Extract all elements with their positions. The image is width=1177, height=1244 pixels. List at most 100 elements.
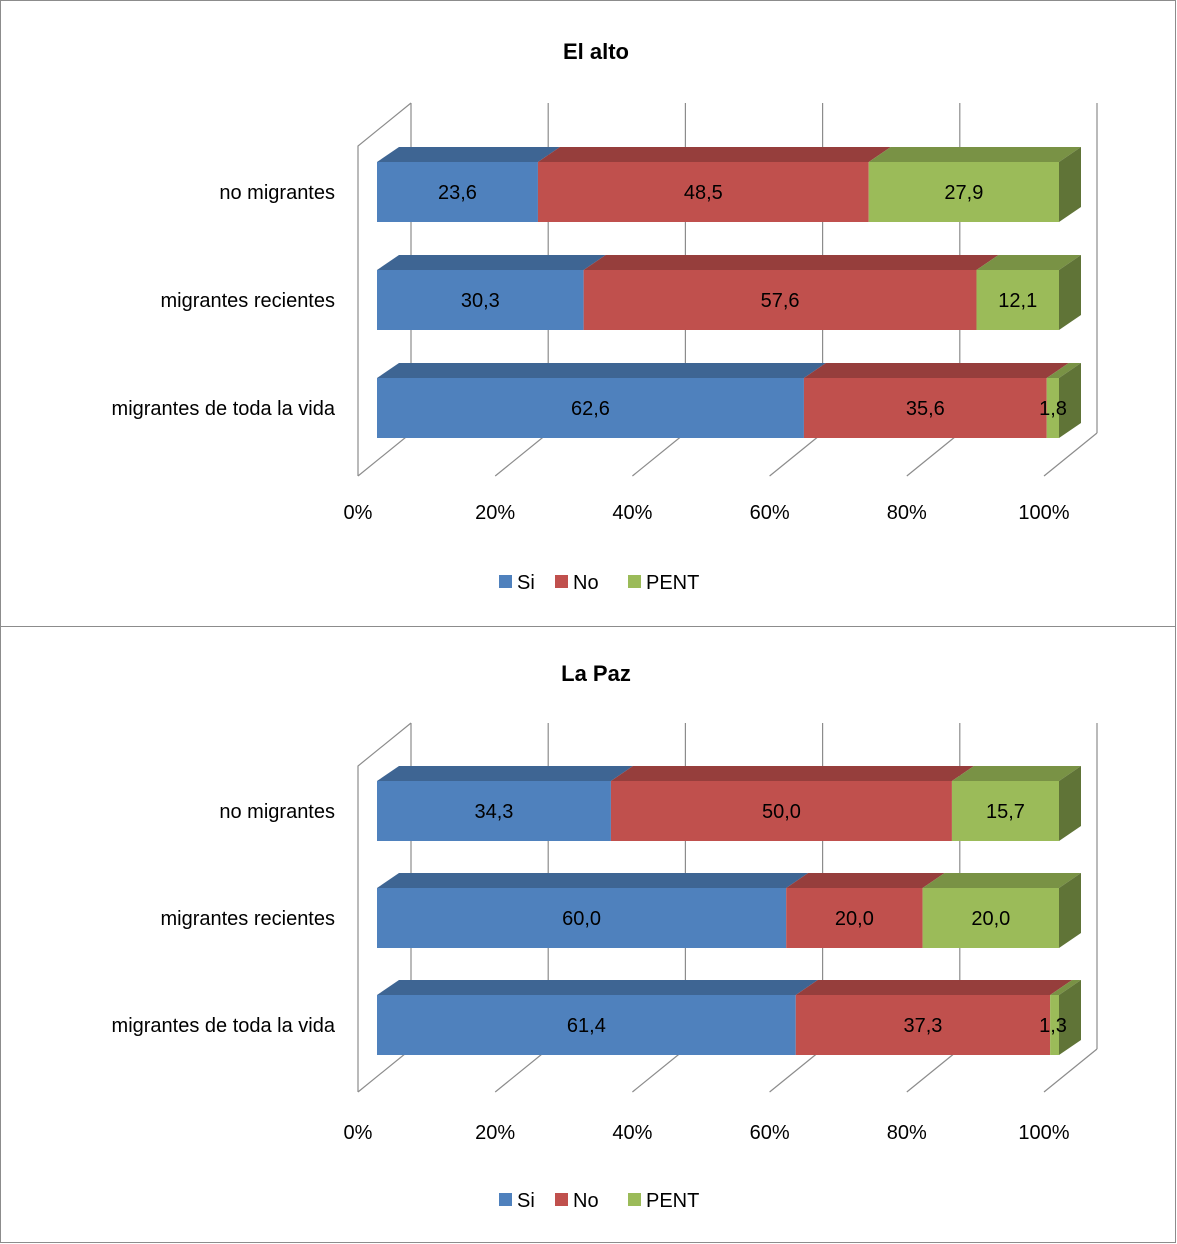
bar-top — [868, 147, 1081, 162]
data-label: 35,6 — [906, 398, 945, 420]
chart-el-alto: El alto 0% 20% 40% 60% 80% 100% migrantes de t… — [0, 0, 1176, 627]
bar-segment — [922, 888, 1059, 948]
data-label: 27,9 — [944, 182, 983, 204]
bar-side — [1059, 766, 1081, 841]
bar-segment — [377, 270, 584, 330]
bar-segment — [583, 270, 977, 330]
data-label: 15,7 — [986, 801, 1025, 823]
bar-segment — [377, 378, 804, 438]
floor-line — [1043, 1048, 1098, 1093]
bar-top — [377, 147, 560, 162]
legend-swatch — [499, 575, 512, 588]
legend-swatch — [628, 1193, 641, 1206]
tick-label: 80% — [887, 1122, 927, 1144]
bar-top — [377, 255, 606, 270]
data-label: 23,6 — [438, 182, 477, 204]
bar-segment — [610, 781, 952, 841]
legend: Si No PENT — [499, 1190, 699, 1212]
bar-top — [795, 980, 1073, 995]
bar-segment — [377, 888, 787, 948]
bar-top — [951, 766, 1081, 781]
bar-segment — [1046, 378, 1059, 438]
tick-label: 100% — [1018, 1122, 1069, 1144]
floor-line — [357, 1048, 412, 1093]
data-label: 1,8 — [1039, 398, 1067, 420]
floor-line — [906, 1048, 961, 1093]
tick-label: 0% — [344, 502, 373, 524]
bar-segment — [377, 162, 538, 222]
data-label: 20,0 — [835, 908, 874, 930]
bar-top — [583, 255, 999, 270]
data-label: 20,0 — [971, 908, 1010, 930]
data-label: 50,0 — [762, 801, 801, 823]
bar-segment — [976, 270, 1059, 330]
floor-line — [357, 432, 412, 477]
legend-label: No — [573, 1190, 599, 1212]
tick-label: 40% — [612, 502, 652, 524]
tick-label: 20% — [475, 502, 515, 524]
legend-swatch — [555, 575, 568, 588]
bar-segment — [868, 162, 1059, 222]
legend-label: Si — [517, 572, 535, 594]
bar-segment — [951, 781, 1059, 841]
chart-title: La Paz — [561, 661, 631, 686]
bar-segment — [786, 888, 923, 948]
bar-segment — [1050, 995, 1059, 1055]
tick-label: 80% — [887, 502, 927, 524]
data-label: 12,1 — [998, 290, 1037, 312]
data-label: 1,3 — [1039, 1015, 1067, 1037]
tick-label: 100% — [1018, 502, 1069, 524]
tick-label: 20% — [475, 1122, 515, 1144]
legend-label: PENT — [646, 572, 699, 594]
chart-la-paz: La Paz 0% 20% 40% 60% 80% 100% migrantes de to… — [0, 626, 1176, 1243]
data-label: 60,0 — [562, 908, 601, 930]
bar-top — [976, 255, 1081, 270]
bar-segment — [377, 995, 796, 1055]
category-label: migrantes de toda la vida — [112, 1015, 336, 1037]
floor-line — [906, 432, 961, 477]
tick-label: 0% — [344, 1122, 373, 1144]
bar-top — [1050, 980, 1081, 995]
legend-swatch — [555, 1193, 568, 1206]
data-label: 37,3 — [903, 1015, 942, 1037]
tick-label: 60% — [750, 502, 790, 524]
data-label: 62,6 — [571, 398, 610, 420]
floor-line — [769, 432, 823, 477]
data-label: 34,3 — [474, 801, 513, 823]
bar-top — [537, 147, 891, 162]
bar-top — [1046, 363, 1081, 378]
data-label: 61,4 — [567, 1015, 606, 1037]
legend-swatch — [628, 575, 641, 588]
data-label: 30,3 — [461, 290, 500, 312]
bar-top — [610, 766, 974, 781]
bar-segment — [377, 781, 611, 841]
side-wall — [357, 722, 412, 1092]
side-wall — [357, 102, 412, 476]
legend-label: No — [573, 572, 599, 594]
bar-top — [377, 873, 809, 888]
plot-area: 0% 20% 40% 60% 80% 100% migrantes de toda la v… — [112, 722, 1098, 1212]
chart-el-alto-svg: El alto 0% 20% 40% 60% 80% 100% migrantes de t… — [112, 39, 1098, 594]
bar-side — [1059, 255, 1081, 330]
bar-top — [803, 363, 1069, 378]
bar-top — [377, 766, 633, 781]
chart-title: El alto — [563, 39, 629, 64]
floor-line — [1043, 432, 1098, 477]
bar-side — [1059, 980, 1081, 1055]
legend-label: PENT — [646, 1190, 699, 1212]
bar-segment — [795, 995, 1051, 1055]
bar-top — [922, 873, 1081, 888]
category-label: migrantes de toda la vida — [112, 398, 336, 420]
bar-top — [786, 873, 945, 888]
bar-side — [1059, 147, 1081, 222]
data-label: 48,5 — [684, 182, 723, 204]
floor-line — [632, 1048, 686, 1093]
legend-label: Si — [517, 1190, 535, 1212]
bar-segment — [803, 378, 1047, 438]
floor-line — [769, 1048, 823, 1093]
chart-la-paz-svg: La Paz 0% 20% 40% 60% 80% 100% migrantes de to… — [112, 661, 1098, 1212]
legend: Si No PENT — [499, 572, 699, 594]
bar-segment — [537, 162, 869, 222]
bar-top — [377, 980, 818, 995]
legend-swatch — [499, 1193, 512, 1206]
